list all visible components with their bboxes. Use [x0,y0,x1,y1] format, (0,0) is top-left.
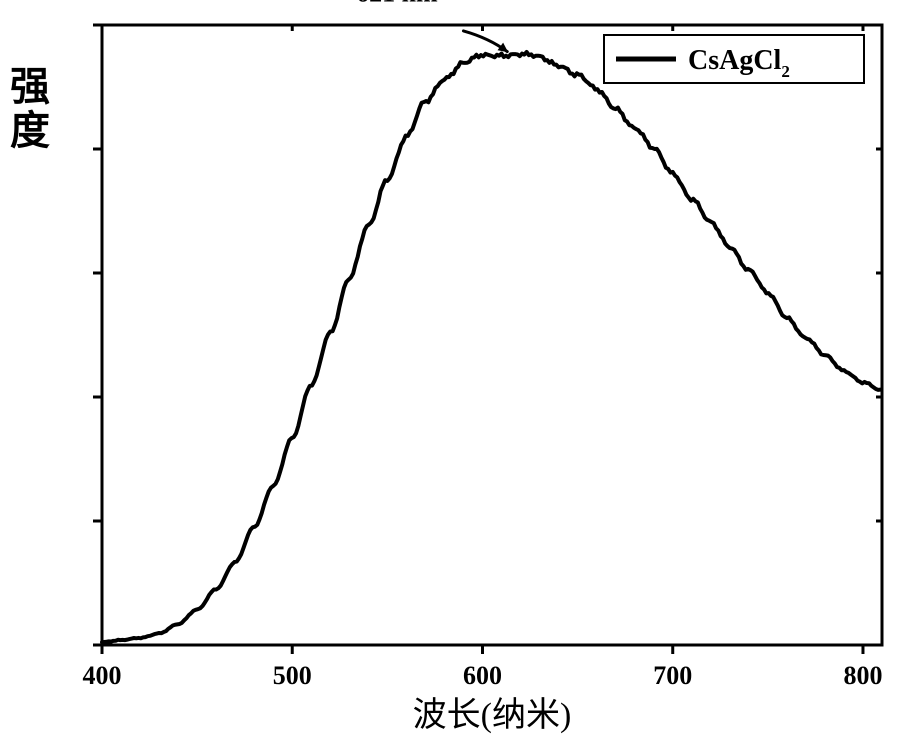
y-axis-title: 强度 [10,65,50,153]
chart-root: 400 500 600 700 800 波长(纳米) CsAgCl2 621 nm 强度 [0,0,899,755]
peak-annotation-text: 621 nm [356,0,438,7]
chart-svg: 400 500 600 700 800 波长(纳米) CsAgCl2 621 nm [0,0,899,755]
x-tick-label: 800 [843,661,882,690]
x-tick-label: 400 [83,661,122,690]
y-axis-title-char: 度 [10,109,50,153]
x-tick-label: 500 [273,661,312,690]
legend-label: CsAgCl2 [688,45,790,81]
x-axis-title: 波长(纳米) [413,696,572,734]
x-tick-label: 600 [463,661,502,690]
y-axis-title-char: 强 [10,65,50,109]
x-tick-label: 700 [653,661,692,690]
